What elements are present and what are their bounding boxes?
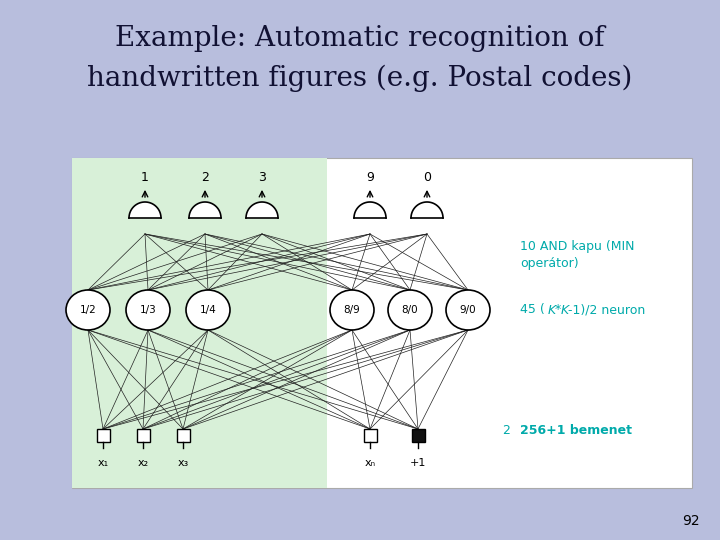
Text: 9: 9: [366, 171, 374, 184]
Bar: [176, 429, 189, 442]
Polygon shape: [411, 202, 443, 218]
Ellipse shape: [126, 290, 170, 330]
Text: 1/2: 1/2: [80, 305, 96, 315]
Bar: [137, 429, 150, 442]
Text: 0: 0: [423, 171, 431, 184]
Polygon shape: [129, 202, 161, 218]
Text: +1: +1: [410, 457, 426, 468]
Text: 1: 1: [141, 171, 149, 184]
Text: 2: 2: [502, 423, 510, 436]
Bar: [364, 429, 377, 442]
Text: x₃: x₃: [177, 457, 189, 468]
Text: 9/0: 9/0: [459, 305, 477, 315]
Ellipse shape: [66, 290, 110, 330]
Text: K: K: [548, 303, 557, 316]
Text: 45 (: 45 (: [520, 303, 545, 316]
Text: 92: 92: [683, 514, 700, 528]
Text: K: K: [561, 303, 570, 316]
Text: xₙ: xₙ: [364, 457, 376, 468]
Text: 8/9: 8/9: [343, 305, 361, 315]
Bar: [96, 429, 109, 442]
Text: 2: 2: [201, 171, 209, 184]
Bar: [72, 158, 327, 488]
Text: 1/4: 1/4: [199, 305, 217, 315]
Text: handwritten figures (e.g. Postal codes): handwritten figures (e.g. Postal codes): [87, 64, 633, 92]
Bar: [72, 158, 692, 488]
Text: x₂: x₂: [138, 457, 148, 468]
Bar: [412, 429, 425, 442]
Polygon shape: [189, 202, 221, 218]
Text: -1)/2 neuron: -1)/2 neuron: [568, 303, 645, 316]
Polygon shape: [354, 202, 386, 218]
Text: *: *: [555, 303, 562, 316]
Text: 256+1 bemenet: 256+1 bemenet: [520, 423, 632, 436]
Text: Example: Automatic recognition of: Example: Automatic recognition of: [115, 24, 605, 51]
Text: 3: 3: [258, 171, 266, 184]
Polygon shape: [246, 202, 278, 218]
Ellipse shape: [446, 290, 490, 330]
Text: 1/3: 1/3: [140, 305, 156, 315]
Text: 10 AND kapu (MIN
operátor): 10 AND kapu (MIN operátor): [520, 240, 634, 270]
Ellipse shape: [388, 290, 432, 330]
Text: x₁: x₁: [97, 457, 109, 468]
Ellipse shape: [186, 290, 230, 330]
Ellipse shape: [330, 290, 374, 330]
Text: 8/0: 8/0: [402, 305, 418, 315]
